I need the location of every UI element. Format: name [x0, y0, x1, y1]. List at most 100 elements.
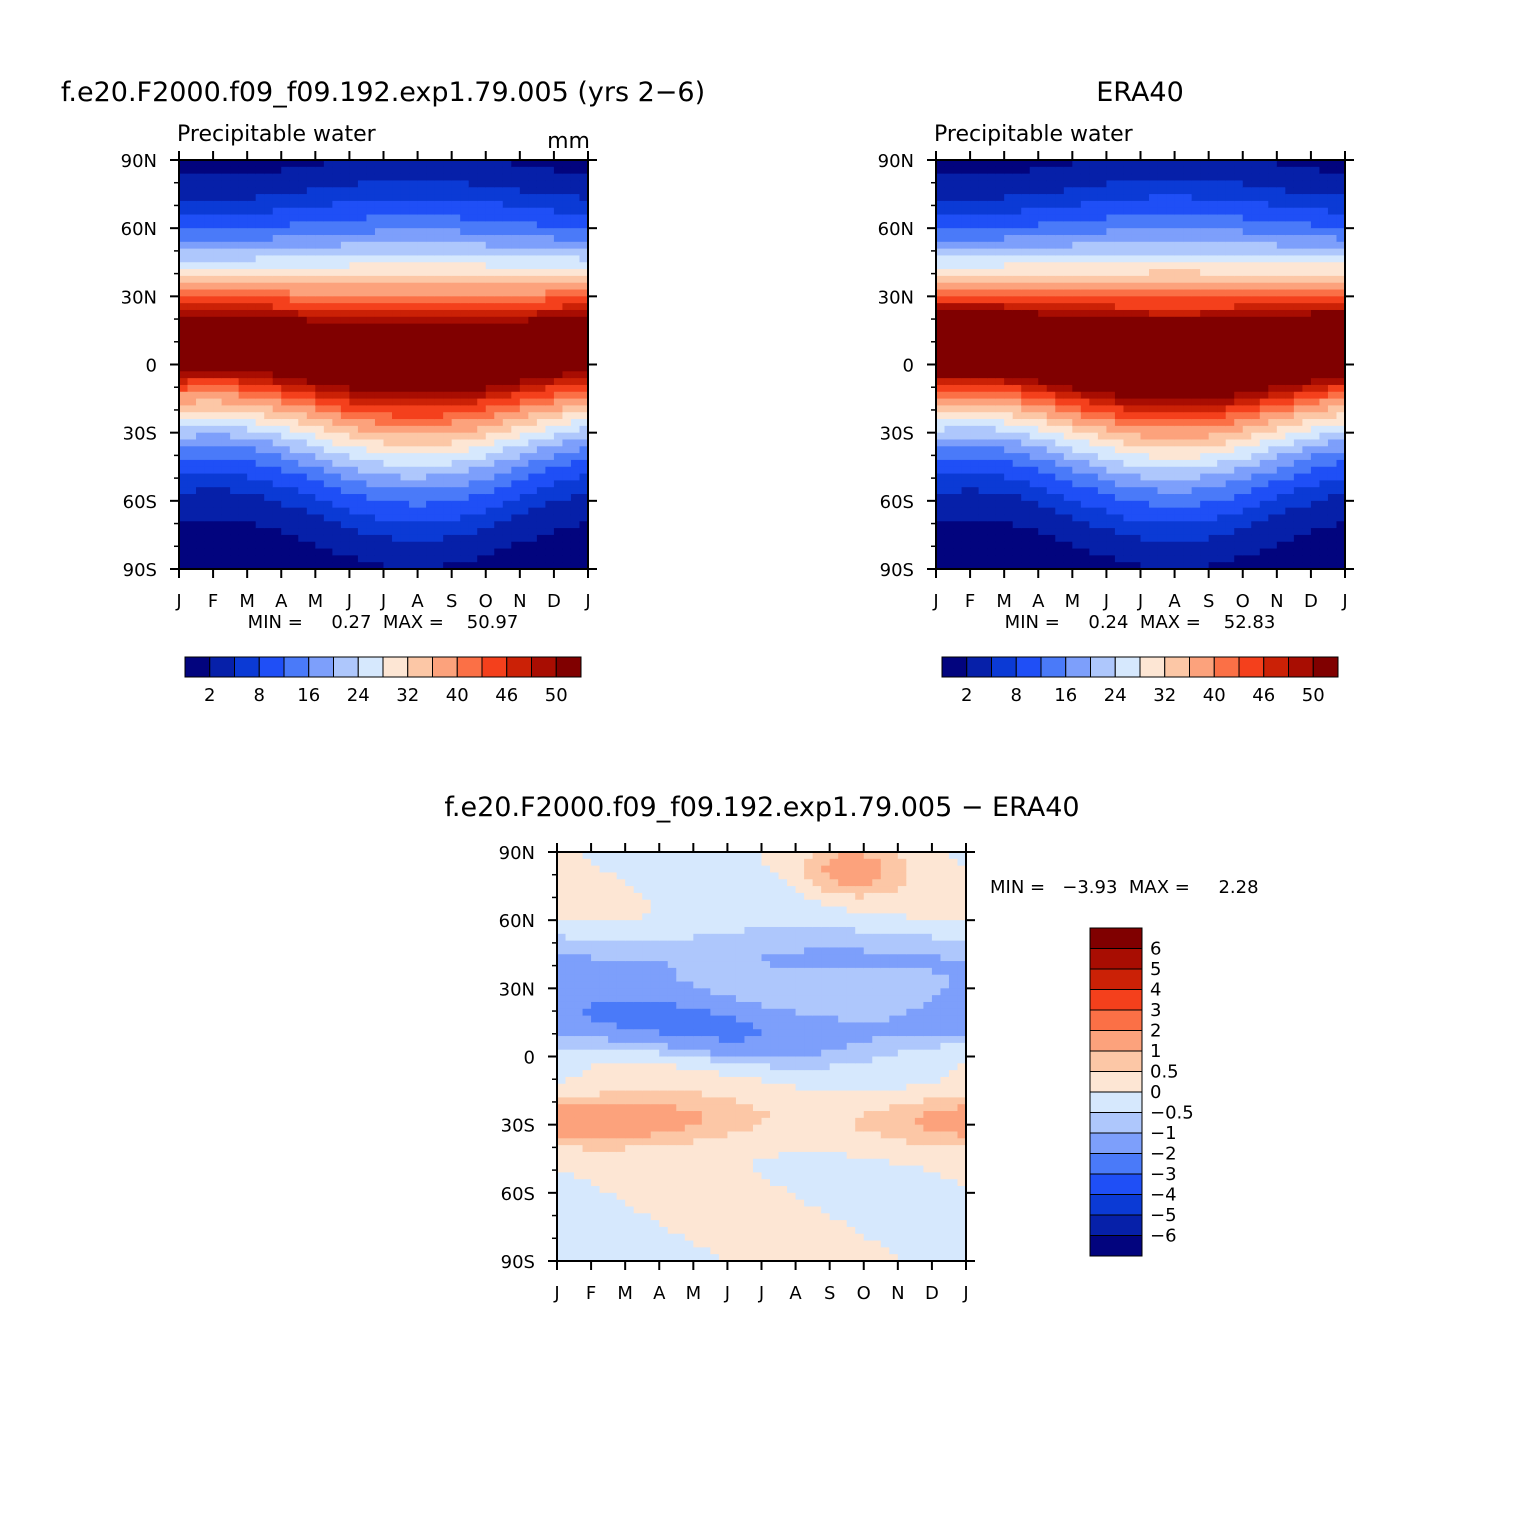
- heatmap-cell: [1072, 473, 1082, 481]
- heatmap-cell: [272, 296, 282, 304]
- heatmap-cell: [1200, 487, 1210, 495]
- heatmap-cell: [204, 166, 214, 175]
- heatmap-cell: [1123, 289, 1133, 297]
- heatmap-cell: [383, 255, 393, 263]
- heatmap-cell: [383, 405, 393, 413]
- heatmap-cell: [579, 494, 589, 502]
- heatmap-cell: [1038, 309, 1048, 318]
- heatmap-cell: [1012, 357, 1022, 366]
- heatmap-cell: [374, 405, 385, 413]
- heatmap-cell: [409, 507, 419, 516]
- heatmap-cell: [944, 207, 954, 216]
- heatmap-cell: [230, 323, 240, 332]
- heatmap-cell: [298, 548, 308, 556]
- heatmap-cell: [502, 262, 512, 270]
- heatmap-cell: [995, 200, 1005, 209]
- heatmap-cell: [374, 289, 385, 297]
- heatmap-cell: [978, 453, 988, 461]
- heatmap-cell: [545, 350, 555, 359]
- heatmap-cell: [196, 180, 206, 188]
- heatmap-cell: [374, 187, 385, 195]
- heatmap-cell: [1166, 275, 1176, 284]
- heatmap-cell: [238, 309, 248, 318]
- heatmap-cell: [196, 384, 206, 393]
- x-tick-label: M: [239, 591, 255, 612]
- heatmap-cell: [187, 364, 197, 372]
- heatmap-cell: [213, 241, 223, 250]
- heatmap-cell: [1157, 459, 1167, 468]
- heatmap-cell: [519, 337, 529, 345]
- heatmap-cell: [1200, 500, 1210, 509]
- heatmap-cell: [443, 262, 453, 270]
- heatmap-cell: [961, 180, 971, 188]
- heatmap-cell: [528, 405, 538, 413]
- heatmap-cell: [255, 528, 265, 536]
- heatmap-cell: [374, 446, 385, 454]
- heatmap-cell: [553, 521, 564, 529]
- heatmap-cell: [298, 398, 308, 406]
- heatmap-cell: [196, 521, 206, 529]
- heatmap-cell: [1029, 357, 1039, 366]
- heatmap-cell: [409, 371, 419, 379]
- heatmap-cell: [1131, 391, 1142, 400]
- heatmap-cell: [970, 350, 980, 359]
- heatmap-cell: [1012, 548, 1022, 556]
- heatmap-cell: [340, 555, 351, 563]
- heatmap-cell: [443, 187, 453, 195]
- heatmap-cell: [570, 405, 581, 413]
- heatmap-cell: [434, 194, 444, 202]
- heatmap-cell: [1157, 364, 1167, 372]
- heatmap-cell: [1208, 221, 1218, 229]
- heatmap-cell: [204, 412, 214, 420]
- heatmap-cell: [1046, 337, 1056, 345]
- heatmap-cell: [434, 207, 444, 216]
- heatmap-cell: [1080, 541, 1090, 550]
- heatmap-cell: [1106, 384, 1116, 393]
- heatmap-cell: [400, 384, 410, 393]
- heatmap-cell: [213, 507, 223, 516]
- heatmap-cell: [970, 419, 980, 427]
- heatmap-cell: [944, 214, 954, 222]
- heatmap-cell: [340, 303, 351, 311]
- heatmap-cell: [417, 562, 427, 570]
- heatmap-cell: [298, 228, 308, 236]
- heatmap-cell: [374, 296, 385, 304]
- heatmap-cell: [1174, 337, 1184, 345]
- heatmap-cell: [1174, 316, 1184, 325]
- heatmap-cell: [1089, 296, 1099, 304]
- heatmap-cell: [1012, 289, 1022, 297]
- heatmap-cell: [1012, 207, 1022, 216]
- heatmap-cell: [1114, 521, 1125, 529]
- heatmap-cell: [536, 521, 546, 529]
- heatmap-cell: [230, 160, 240, 168]
- heatmap-cell: [936, 412, 946, 420]
- heatmap-cell: [995, 187, 1005, 195]
- heatmap-cell: [1140, 228, 1150, 236]
- heatmap-cell: [1072, 180, 1082, 188]
- heatmap-cell: [400, 562, 410, 570]
- heatmap-cell: [306, 344, 316, 352]
- heatmap-cell: [400, 480, 410, 488]
- heatmap-cell: [434, 316, 444, 325]
- heatmap-cell: [1021, 323, 1031, 332]
- heatmap-cell: [1106, 303, 1116, 311]
- heatmap-cell: [1038, 473, 1048, 481]
- heatmap-cell: [272, 548, 282, 556]
- heatmap-cell: [468, 534, 478, 543]
- heatmap-cell: [936, 173, 946, 182]
- x-tick-label: S: [446, 591, 457, 612]
- heatmap-cell: [451, 446, 461, 454]
- heatmap-cell: [961, 453, 971, 461]
- heatmap-cell: [545, 255, 555, 263]
- heatmap-cell: [247, 528, 257, 536]
- heatmap-cell: [1072, 166, 1082, 175]
- heatmap-cell: [545, 316, 555, 325]
- heatmap-cell: [1174, 275, 1184, 284]
- heatmap-cell: [1166, 507, 1176, 516]
- heatmap-cell: [1004, 194, 1014, 202]
- heatmap-cell: [562, 412, 572, 420]
- heatmap-cell: [1004, 425, 1014, 434]
- heatmap-cell: [1208, 364, 1218, 372]
- heatmap-cell: [392, 480, 402, 488]
- heatmap-cell: [1217, 221, 1227, 229]
